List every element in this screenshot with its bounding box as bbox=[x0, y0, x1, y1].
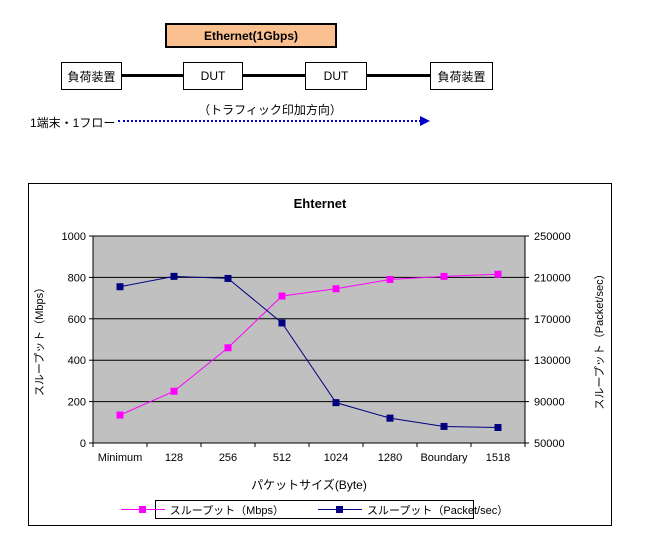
data-point-marker bbox=[224, 274, 232, 282]
data-point-marker bbox=[116, 283, 124, 291]
data-point-marker bbox=[116, 411, 124, 419]
node-dut-left: DUT bbox=[183, 62, 243, 90]
legend-marker-pps-icon bbox=[318, 506, 363, 513]
chart-frame: 0 200 400 600 800 1000 50000 90000 130000 170000 2… bbox=[28, 183, 612, 526]
cable-segment bbox=[367, 74, 430, 77]
legend-square bbox=[138, 506, 146, 513]
series-line-left bbox=[119, 273, 499, 416]
left-axis-tick-label: 400 bbox=[68, 355, 86, 367]
left-axis-tick-label: 1000 bbox=[62, 231, 86, 243]
plot-area bbox=[92, 235, 526, 444]
node-label: DUT bbox=[200, 69, 226, 83]
node-label: 負荷装置 bbox=[67, 69, 116, 84]
cable-segment bbox=[243, 74, 305, 77]
x-axis-tick-label: 256 bbox=[219, 452, 237, 464]
x-axis-tick-label: 1518 bbox=[486, 452, 510, 464]
traffic-direction-arrow-line bbox=[118, 120, 421, 122]
chart-plot-svg: 0 200 400 600 800 1000 50000 90000 130000 170000 2… bbox=[62, 231, 571, 464]
legend-square bbox=[336, 506, 344, 513]
ethernet-link-box: Ethernet(1Gbps) bbox=[165, 23, 337, 48]
data-point-marker bbox=[278, 319, 286, 327]
data-point-marker bbox=[386, 275, 394, 283]
x-axis-tick-label: 128 bbox=[165, 452, 183, 464]
node-dut-right: DUT bbox=[305, 62, 367, 90]
x-axis-tick-label: 512 bbox=[273, 452, 291, 464]
series-line-right bbox=[119, 275, 499, 428]
x-axis-tick-label: Minimum bbox=[98, 452, 143, 464]
data-point-marker bbox=[170, 387, 178, 395]
data-point-marker bbox=[332, 285, 340, 293]
data-point-marker bbox=[170, 272, 178, 280]
node-label: DUT bbox=[323, 69, 349, 83]
node-load-generator-left: 負荷装置 bbox=[61, 62, 122, 90]
x-axis-title: パケットサイズ(Byte) bbox=[251, 478, 367, 492]
x-axis-tick-label: 1024 bbox=[324, 452, 348, 464]
legend-marker-mbps-icon bbox=[120, 506, 165, 513]
left-axis-tick-label: 0 bbox=[80, 438, 86, 450]
legend-label-pps: スループット（Packet/sec） bbox=[367, 504, 509, 517]
chart-title: Ehternet bbox=[293, 196, 347, 211]
data-point-marker bbox=[386, 414, 394, 422]
ethernet-link-label: Ethernet(1Gbps) bbox=[203, 28, 298, 43]
data-point-marker bbox=[494, 423, 502, 431]
data-point-marker bbox=[278, 292, 286, 300]
traffic-direction-label: （トラフィック印加方向） bbox=[198, 103, 342, 117]
cable-segment bbox=[122, 74, 183, 77]
data-point-marker bbox=[494, 270, 502, 278]
right-axis-tick-label: 210000 bbox=[534, 272, 571, 284]
left-axis-tick-label: 200 bbox=[68, 397, 86, 409]
data-point-marker bbox=[332, 399, 340, 407]
right-axis-tick-label: 50000 bbox=[534, 438, 565, 450]
data-point-marker bbox=[440, 422, 448, 430]
right-axis-tick-label: 90000 bbox=[534, 397, 565, 409]
legend-label-mbps: スループット（Mbps） bbox=[169, 504, 285, 517]
right-axis-tick-label: 130000 bbox=[534, 355, 571, 367]
chart-legend: スループット（Mbps） スループット（Packet/sec） bbox=[120, 500, 508, 519]
data-point-marker bbox=[224, 344, 232, 352]
right-axis-title: スループット（Packet/sec） bbox=[594, 268, 606, 410]
x-axis-tick-label: Boundary bbox=[420, 452, 468, 464]
node-label: 負荷装置 bbox=[437, 69, 486, 84]
legend-item-pps: スループット（Packet/sec） bbox=[318, 502, 508, 518]
x-axis-tick-label: 1280 bbox=[378, 452, 402, 464]
legend-item-mbps: スループット（Mbps） bbox=[120, 502, 285, 518]
left-axis-tick-label: 800 bbox=[68, 272, 86, 284]
right-axis-tick-label: 170000 bbox=[534, 314, 571, 326]
left-axis-tick-label: 600 bbox=[68, 314, 86, 326]
node-load-generator-right: 負荷装置 bbox=[430, 62, 493, 90]
flow-count-label: 1端末・1フロー bbox=[30, 116, 116, 130]
data-point-marker bbox=[440, 272, 448, 280]
right-axis-tick-label: 250000 bbox=[534, 231, 571, 243]
traffic-direction-arrow-head-icon bbox=[420, 116, 430, 126]
left-axis-title: スループット（Mbps） bbox=[34, 281, 46, 397]
